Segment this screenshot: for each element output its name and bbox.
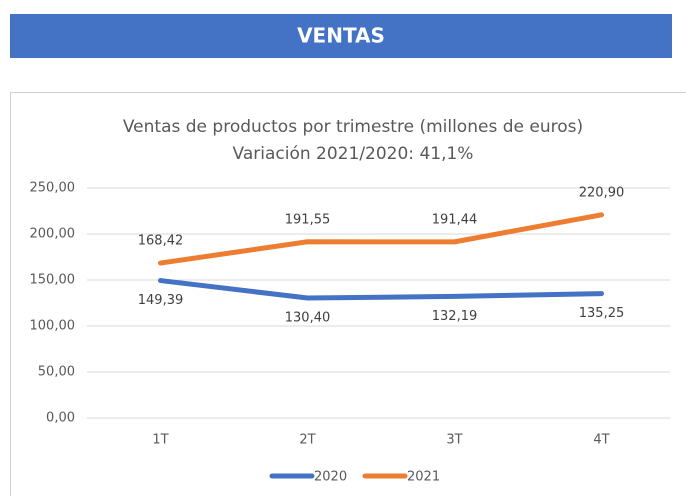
chart-subtitle: Variación 2021/2020: 41,1% bbox=[233, 144, 474, 164]
data-label: 191,55 bbox=[285, 212, 331, 227]
legend-label: 2020 bbox=[314, 470, 347, 485]
legend-label: 2021 bbox=[407, 470, 440, 485]
data-label: 168,42 bbox=[138, 234, 184, 249]
y-tick-label: 150,00 bbox=[30, 273, 76, 288]
series-line bbox=[158, 212, 604, 266]
x-tick-label: 1T bbox=[152, 433, 168, 448]
data-label: 132,19 bbox=[432, 309, 478, 324]
y-tick-label: 0,00 bbox=[46, 411, 75, 426]
x-tick-label: 2T bbox=[299, 433, 315, 448]
header-title: VENTAS bbox=[297, 24, 385, 48]
x-tick-label: 3T bbox=[446, 433, 462, 448]
series-line bbox=[158, 278, 604, 301]
header-banner bbox=[10, 14, 672, 58]
y-tick-label: 50,00 bbox=[38, 365, 75, 380]
data-label: 130,40 bbox=[285, 311, 331, 326]
data-label: 191,44 bbox=[432, 212, 478, 227]
data-label: 135,25 bbox=[579, 306, 625, 321]
y-tick-label: 100,00 bbox=[30, 319, 76, 334]
x-tick-label: 4T bbox=[593, 433, 609, 448]
data-label: 220,90 bbox=[579, 185, 625, 200]
y-tick-label: 250,00 bbox=[30, 181, 76, 196]
data-label: 149,39 bbox=[138, 293, 184, 308]
y-tick-label: 200,00 bbox=[30, 227, 76, 242]
chart-title: Ventas de productos por trimestre (millo… bbox=[123, 117, 583, 137]
